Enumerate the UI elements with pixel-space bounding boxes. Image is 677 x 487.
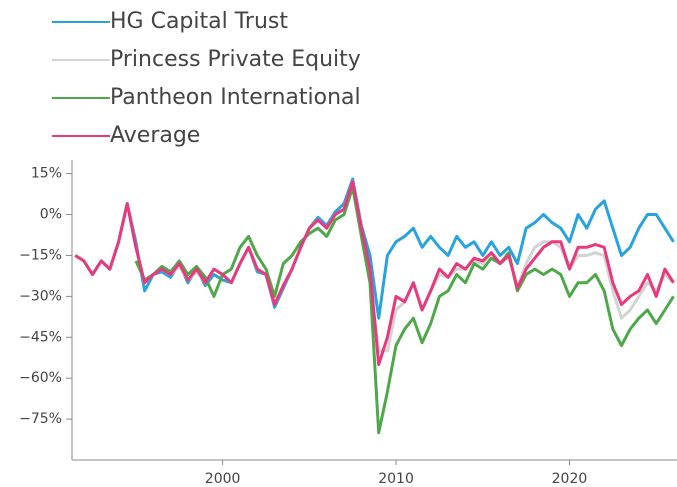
legend-label: Pantheon International: [110, 85, 361, 110]
legend-label: HG Capital Trust: [110, 9, 288, 34]
x-tick-label: 2000: [205, 471, 241, 487]
y-tick-label: −30%: [19, 288, 62, 304]
y-tick-label: −45%: [19, 329, 62, 345]
x-tick-label: 2010: [378, 471, 414, 487]
y-tick-label: 0%: [40, 207, 62, 223]
legend-label: Princess Private Equity: [110, 47, 361, 72]
series-line: [125, 180, 675, 353]
y-tick-label: −75%: [19, 411, 62, 427]
series-line: [74, 180, 675, 366]
y-tick-label: 15%: [31, 166, 62, 182]
series-line: [134, 185, 675, 435]
y-tick-label: −15%: [19, 247, 62, 263]
y-tick-label: −60%: [19, 370, 62, 386]
legend-label: Average: [110, 123, 200, 148]
x-tick-label: 2020: [552, 471, 588, 487]
